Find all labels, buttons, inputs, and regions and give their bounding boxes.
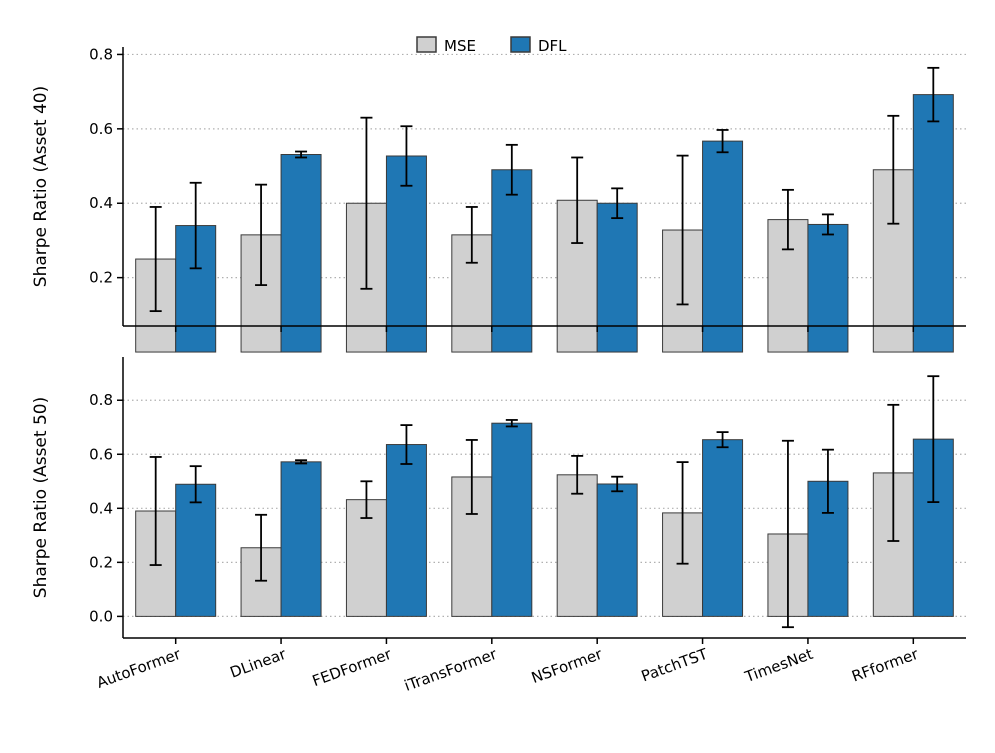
errorbar-dfl-autoformer — [189, 465, 202, 504]
legend-swatch-mse — [416, 36, 437, 53]
x-tick-label-itransformer: iTransFormer — [402, 645, 500, 695]
x-tick-label-autoformer: AutoFormer — [94, 645, 184, 692]
errorbar-mse-itransformer — [465, 206, 478, 264]
errorbar-mse-timesnet — [781, 439, 794, 629]
x-tick-label-rfformer: RFformer — [849, 645, 921, 686]
legend: MSE DFL — [416, 36, 567, 55]
errorbar-dfl-patchtst — [716, 129, 729, 154]
errorbar-dfl-rfformer — [927, 375, 940, 503]
bar-mse-nsformer — [556, 474, 598, 617]
bar-mse-fedformer — [345, 499, 387, 617]
errorbar-mse-autoformer — [149, 206, 162, 313]
legend-label-mse: MSE — [444, 37, 476, 55]
y-tick-label: 0.8 — [89, 391, 113, 409]
bar-dfl-nsformer — [596, 483, 638, 617]
errorbar-mse-timesnet — [781, 188, 794, 251]
y-axis-title: Sharpe Ratio (Asset 40) — [31, 86, 51, 287]
y-tick-label: 0.6 — [89, 120, 113, 138]
errorbar-mse-nsformer — [571, 454, 584, 495]
bar-dfl-itransformer — [491, 422, 533, 617]
bar-dfl-patchtst — [702, 140, 744, 353]
errorbar-mse-dlinear — [255, 183, 268, 286]
errorbar-mse-autoformer — [149, 456, 162, 566]
errorbar-mse-rfformer — [887, 114, 900, 225]
errorbar-dfl-autoformer — [189, 181, 202, 270]
x-tick-label-patchtst: PatchTST — [639, 645, 711, 686]
errorbar-dfl-fedformer — [400, 424, 413, 465]
x-tick-label-nsformer: NSFormer — [529, 645, 605, 687]
errorbar-mse-itransformer — [465, 439, 478, 515]
y-tick-label: 0.2 — [89, 553, 113, 571]
errorbar-mse-dlinear — [255, 513, 268, 582]
x-tick-label-dlinear: DLinear — [228, 645, 290, 682]
bar-mse-dlinear — [240, 234, 282, 353]
errorbar-dfl-timesnet — [821, 448, 834, 514]
y-tick-label: 0.6 — [89, 445, 113, 463]
errorbar-dfl-itransformer — [505, 143, 518, 196]
errorbar-mse-patchtst — [676, 461, 689, 565]
errorbar-dfl-timesnet — [821, 213, 834, 236]
legend-label-dfl: DFL — [538, 37, 567, 55]
y-tick-label: 0.2 — [89, 269, 113, 287]
y-tick-label: 0.4 — [89, 194, 113, 212]
panel-asset-50: 0.0 0.2 0.4 0.6 0.8 AutoFormer DLinear FEDForme… — [31, 357, 966, 695]
bar-dfl-itransformer — [491, 169, 533, 353]
errorbar-mse-rfformer — [887, 403, 900, 542]
errorbar-mse-fedformer — [360, 480, 373, 519]
bar-dfl-nsformer — [596, 202, 638, 353]
errorbar-mse-nsformer — [571, 156, 584, 244]
bar-dfl-autoformer — [175, 483, 217, 617]
errorbar-dfl-patchtst — [716, 431, 729, 449]
errorbar-dfl-dlinear — [295, 150, 308, 159]
bar-dfl-rfformer — [912, 94, 954, 353]
bar-dfl-fedformer — [385, 444, 427, 617]
bar-dfl-timesnet — [807, 223, 849, 353]
panel-asset-40: 0.2 0.4 0.6 0.8 Sharpe Ratio (Asset 40) — [31, 45, 966, 353]
y-tick-label: 0.0 — [89, 607, 113, 625]
errorbar-dfl-nsformer — [611, 187, 624, 220]
bar-dfl-patchtst — [702, 439, 744, 617]
errorbar-mse-patchtst — [676, 154, 689, 306]
errorbar-dfl-dlinear — [295, 459, 308, 465]
x-tick-label-timesnet: TimesNet — [742, 645, 816, 687]
x-tick-label-fedformer: FEDFormer — [310, 645, 395, 691]
y-tick-label: 0.4 — [89, 499, 113, 517]
errorbar-dfl-nsformer — [611, 475, 624, 493]
bar-dfl-dlinear — [280, 154, 322, 353]
legend-swatch-dfl — [510, 36, 531, 53]
bar-dfl-dlinear — [280, 461, 322, 617]
y-axis-title: Sharpe Ratio (Asset 50) — [31, 397, 51, 598]
errorbar-dfl-fedformer — [400, 125, 413, 187]
y-tick-label: 0.8 — [89, 45, 113, 63]
errorbar-mse-fedformer — [360, 116, 373, 290]
errorbar-dfl-itransformer — [505, 419, 518, 428]
errorbar-dfl-rfformer — [927, 66, 940, 123]
